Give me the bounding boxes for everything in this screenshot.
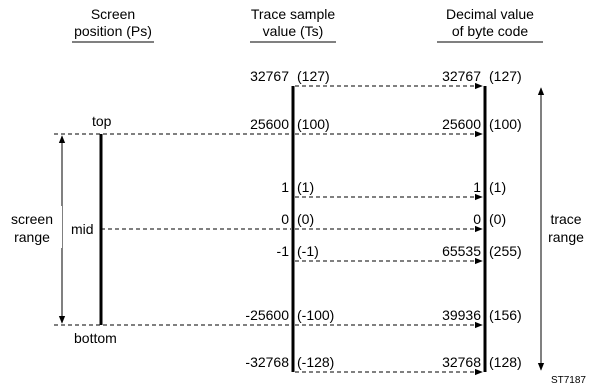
ts-hex-minus1: (-1) — [297, 243, 319, 259]
ts-hex-top: (100) — [297, 116, 330, 132]
dec-value-top: 25600 — [442, 116, 481, 132]
dec-hex-one: (1) — [489, 179, 506, 195]
dec-value-zero: 0 — [473, 211, 481, 227]
trace-range-label-line2: range — [548, 229, 584, 245]
figure-id: ST7187 — [551, 375, 586, 386]
ts-hex-zero: (0) — [297, 211, 314, 227]
dec-hex-zero: (0) — [489, 211, 506, 227]
ts-value-zero: 0 — [281, 211, 289, 227]
dec-value-minus1: 65535 — [442, 243, 481, 259]
screen-top-label: top — [92, 113, 112, 129]
dec-hex-top: (100) — [489, 116, 522, 132]
trace-range-label-line1: trace — [550, 211, 581, 227]
trace-sample-header-line2: value (Ts) — [263, 23, 324, 39]
decimal-value-header-line2: of byte code — [452, 23, 528, 39]
trace-sample-header-line1: Trace sample — [251, 6, 336, 22]
trace-range-label-bg — [544, 206, 588, 248]
dec-value-one: 1 — [473, 179, 481, 195]
ts-value-top: 25600 — [250, 116, 289, 132]
ts-value-minus1: -1 — [277, 243, 290, 259]
dec-value-max: 32767 — [442, 68, 481, 84]
dec-value-min: 32768 — [442, 354, 481, 370]
ts-value-one: 1 — [281, 179, 289, 195]
screen-range-label-bg — [4, 206, 62, 248]
screen-position-header-line1: Screen — [91, 6, 135, 22]
screen-position-header-line2: position (Ps) — [74, 23, 152, 39]
ts-hex-bottom: (-100) — [297, 307, 334, 323]
screen-to-trace-lines — [54, 133, 291, 326]
screen-bottom-label: bottom — [74, 330, 117, 346]
ts-hex-one: (1) — [297, 179, 314, 195]
dec-hex-minus1: (255) — [489, 243, 522, 259]
ts-value-bottom: -25600 — [245, 307, 289, 323]
decimal-value-header-line1: Decimal value — [446, 6, 534, 22]
dec-hex-max: (127) — [489, 68, 522, 84]
dec-value-bottom: 39936 — [442, 307, 481, 323]
mapping-arrows — [295, 82, 483, 376]
screen-range-label-line1: screen — [11, 211, 53, 227]
ts-value-max: 32767 — [250, 68, 289, 84]
screen-mid-label: mid — [71, 221, 94, 237]
ts-value-min: -32768 — [245, 354, 289, 370]
screen-range-label-line2: range — [14, 229, 50, 245]
dec-hex-min: (128) — [489, 354, 522, 370]
ts-hex-min: (-128) — [297, 354, 334, 370]
dec-hex-bottom: (156) — [489, 307, 522, 323]
ts-hex-max: (127) — [297, 68, 330, 84]
